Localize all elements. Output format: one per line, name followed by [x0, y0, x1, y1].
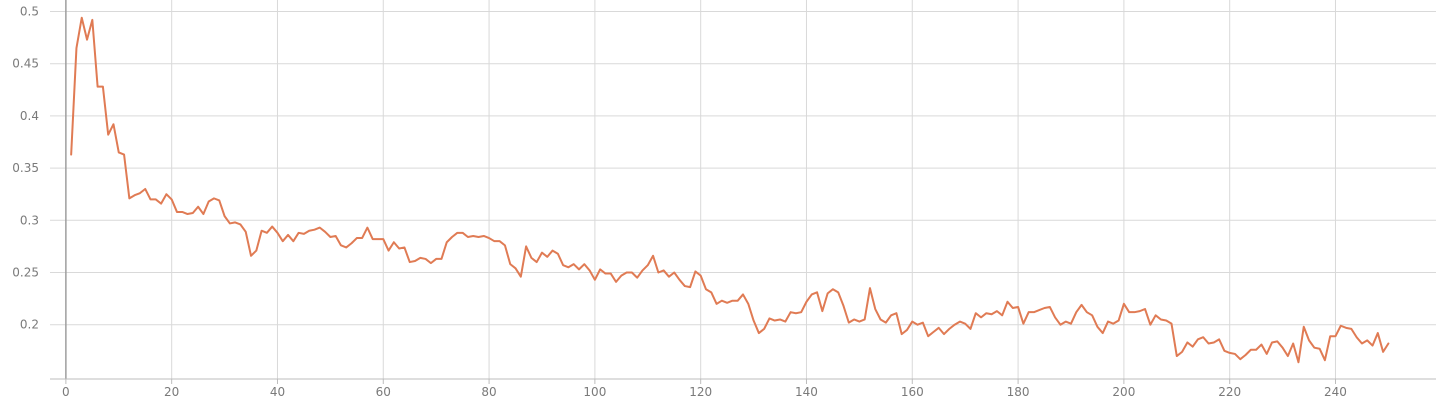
- x-tick-label: 120: [689, 385, 712, 399]
- x-tick-label: 80: [481, 385, 496, 399]
- tick-labels: 0.2 0.25 0.3 0.35 0.4 0.45 0.5 0 20 40 60 80 100 120 1…: [12, 4, 1347, 399]
- x-tick-label: 240: [1324, 385, 1347, 399]
- x-tick-label: 60: [376, 385, 391, 399]
- x-tick-label: 20: [164, 385, 179, 399]
- y-tick-label: 0.25: [12, 266, 39, 280]
- x-tick-label: 160: [901, 385, 924, 399]
- series-layer: [70, 16, 1390, 364]
- x-tick-label: 180: [1007, 385, 1030, 399]
- y-tick-label: 0.35: [12, 161, 39, 175]
- x-tick-label: 0: [62, 385, 70, 399]
- axes: [50, 378, 1436, 384]
- x-tick-label: 200: [1112, 385, 1135, 399]
- series-line: [70, 16, 1390, 364]
- grid: [50, 0, 1436, 379]
- x-tick-label: 40: [270, 385, 285, 399]
- x-tick-label: 140: [795, 385, 818, 399]
- y-tick-label: 0.3: [20, 213, 39, 227]
- x-tick-label: 220: [1218, 385, 1241, 399]
- x-tick-label: 100: [583, 385, 606, 399]
- y-tick-label: 0.5: [20, 4, 39, 18]
- y-tick-label: 0.4: [20, 109, 39, 123]
- y-tick-label: 0.45: [12, 57, 39, 71]
- y-tick-label: 0.2: [20, 318, 39, 332]
